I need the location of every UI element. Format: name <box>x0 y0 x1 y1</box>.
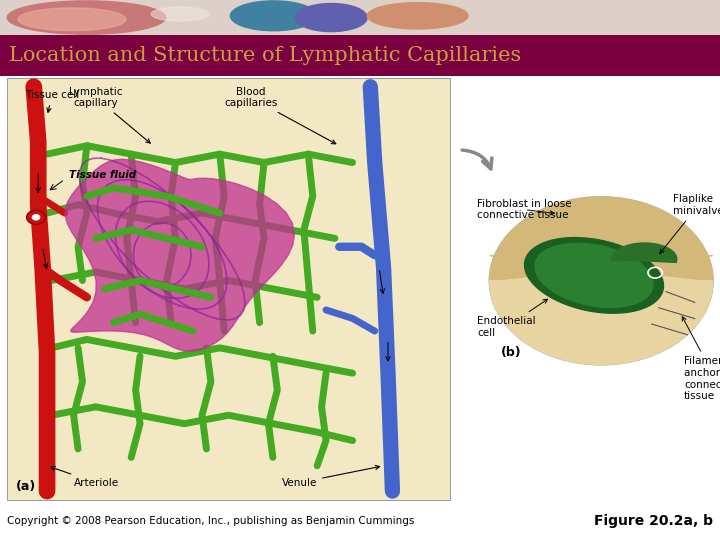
Polygon shape <box>525 238 664 313</box>
Text: Flaplike
minivalve: Flaplike minivalve <box>660 194 720 253</box>
Text: Fibroblast in loose
connective tissue: Fibroblast in loose connective tissue <box>477 199 572 220</box>
Circle shape <box>490 197 713 364</box>
Circle shape <box>27 210 45 224</box>
Text: Tissue fluid: Tissue fluid <box>69 170 136 180</box>
Text: (a): (a) <box>16 481 36 494</box>
Polygon shape <box>490 281 713 364</box>
Ellipse shape <box>18 8 126 31</box>
Text: Copyright © 2008 Pearson Education, Inc., publishing as Benjamin Cummings: Copyright © 2008 Pearson Education, Inc.… <box>7 516 415 526</box>
Text: Venule: Venule <box>282 465 379 488</box>
Bar <box>7 78 450 500</box>
Text: Filaments
anchored to
connective
tissue: Filaments anchored to connective tissue <box>683 316 720 401</box>
Bar <box>0 35 720 76</box>
Circle shape <box>32 214 40 220</box>
Polygon shape <box>535 244 653 307</box>
Text: Arteriole: Arteriole <box>51 467 119 488</box>
Text: Blood
capillaries: Blood capillaries <box>224 87 336 144</box>
Ellipse shape <box>230 1 317 31</box>
Text: Figure 20.2a, b: Figure 20.2a, b <box>594 514 713 528</box>
Text: Tissue cell: Tissue cell <box>25 90 79 112</box>
Ellipse shape <box>295 3 367 31</box>
Text: (b): (b) <box>500 346 521 359</box>
Polygon shape <box>66 159 294 351</box>
Bar <box>0 76 720 502</box>
Ellipse shape <box>151 7 209 21</box>
Polygon shape <box>490 197 713 281</box>
Text: Endothelial
cell: Endothelial cell <box>477 299 548 338</box>
Ellipse shape <box>7 1 166 34</box>
Bar <box>0 0 720 35</box>
Polygon shape <box>612 243 677 262</box>
Text: Lymphatic
capillary: Lymphatic capillary <box>69 87 150 143</box>
Text: Location and Structure of Lymphatic Capillaries: Location and Structure of Lymphatic Capi… <box>9 46 521 65</box>
Ellipse shape <box>367 3 468 29</box>
